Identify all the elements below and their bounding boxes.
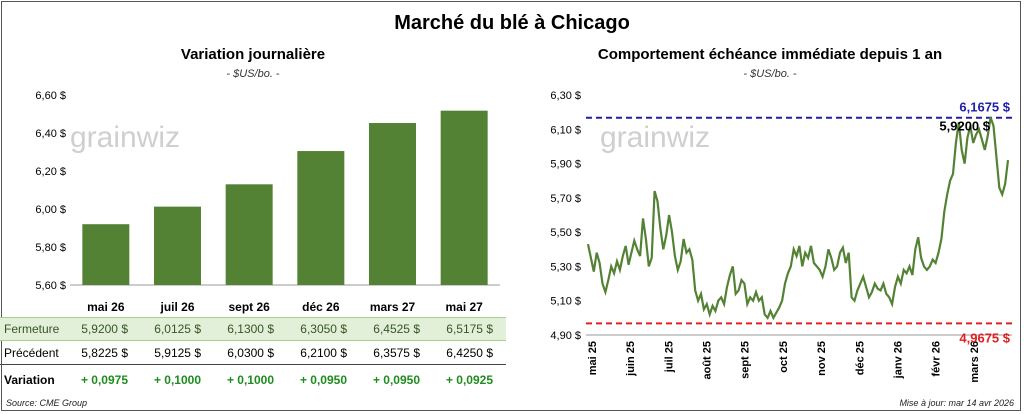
right-panel-subtitle: - $US/bo. - (743, 68, 797, 80)
table-cell: 6,1300 $ (227, 322, 274, 336)
y-tick-label: 4,90 $ (550, 330, 581, 342)
x-tick-label: mai 27 (445, 300, 483, 314)
x-tick-label: déc 26 (302, 300, 340, 314)
x-tick-label: mai 26 (87, 300, 125, 314)
x-tick-label: janv 26 (893, 341, 905, 379)
x-tick-label: sept 26 (228, 300, 270, 314)
table-cell: + 0,0950 (299, 373, 347, 387)
high-label: 6,1675 $ (959, 100, 1010, 115)
left-watermark: grainwiz (70, 121, 180, 154)
bar (225, 184, 273, 285)
x-tick-label: mars 27 (370, 300, 416, 314)
y-tick-label: 5,30 $ (550, 261, 581, 273)
main-title: Marché du blé à Chicago (394, 12, 630, 34)
x-tick-label: mars 26 (969, 341, 981, 383)
table-cell: 6,4250 $ (446, 346, 493, 360)
bar (369, 123, 416, 286)
table-cell: + 0,0975 (80, 373, 128, 387)
table-cell: 6,5175 $ (446, 322, 493, 336)
bar (82, 224, 130, 285)
right-panel-title: Comportement échéance immédiate depuis 1… (597, 46, 943, 63)
low-label: 4,9675 $ (959, 330, 1010, 345)
table-cell: 6,4525 $ (373, 322, 420, 336)
line-chart: grainwiz 4,90 $ 5,10 $ 5,30 $ 5,50 $ 5,70 $ 5… (550, 90, 1012, 383)
y-tick-label: 5,60 $ (35, 280, 66, 292)
price-series-line (586, 116, 1010, 321)
table-cell: 5,9125 $ (154, 346, 201, 360)
x-tick-label: sept 25 (740, 341, 752, 379)
table-cell: 6,0300 $ (227, 346, 274, 360)
table-cell: + 0,1000 (226, 373, 274, 387)
table-row-variation: Variation + 0,0975 + 0,1000 + 0,1000 + 0… (0, 369, 506, 391)
x-tick-label: mai 25 (587, 341, 599, 375)
update-note: Mise à jour: mar 14 avr 2026 (899, 398, 1014, 408)
bar (297, 151, 345, 285)
row-label: Variation (4, 373, 55, 387)
table-cell: 6,3575 $ (373, 346, 420, 360)
table-cell: 6,3050 $ (300, 322, 347, 336)
y-tick-label: 6,20 $ (35, 166, 66, 178)
table-row-precedent: Précédent 5,8225 $ 5,9125 $ 6,0300 $ 6,2… (0, 342, 506, 365)
y-tick-label: 5,90 $ (550, 159, 581, 171)
x-tick-label: déc 25 (854, 341, 866, 375)
x-tick-label: nov 25 (816, 341, 828, 376)
row-label: Précédent (4, 346, 59, 360)
x-tick-label: oct 25 (778, 341, 790, 373)
left-panel-title: Variation journalière (180, 46, 326, 63)
table-cell: 5,8225 $ (81, 346, 128, 360)
y-tick-label: 6,30 $ (550, 90, 581, 102)
y-tick-label: 6,10 $ (550, 124, 581, 136)
bar (154, 206, 201, 285)
bar (440, 110, 488, 285)
y-tick-label: 5,10 $ (550, 296, 581, 308)
y-tick-label: 5,70 $ (550, 193, 581, 205)
table-cell: 5,9200 $ (81, 322, 128, 336)
row-label: Fermeture (4, 322, 60, 336)
x-tick-label: févr 26 (931, 341, 943, 376)
x-tick-label: juin 25 (625, 341, 637, 377)
y-tick-label: 6,40 $ (35, 128, 66, 140)
x-tick-label: juil 25 (663, 341, 675, 373)
table-row-fermeture: Fermeture 5,9200 $ 6,0125 $ 6,1300 $ 6,3… (0, 317, 506, 341)
y-tick-label: 5,80 $ (35, 242, 66, 254)
table-cell: + 0,0925 (445, 373, 493, 387)
x-tick-label: juil 26 (159, 300, 194, 314)
y-tick-label: 6,00 $ (35, 204, 66, 216)
y-tick-label: 5,50 $ (550, 227, 581, 239)
source-note: Source: CME Group (6, 398, 88, 408)
bar-chart: grainwiz 5,60 $ 5,80 $ 6,00 $ 6,20 $ 6,40 $ 6… (35, 90, 500, 314)
x-tick-label: août 25 (702, 341, 714, 380)
table-cell: 6,0125 $ (154, 322, 201, 336)
table-cell: + 0,1000 (153, 373, 201, 387)
left-panel-subtitle: - $US/bo. - (226, 68, 280, 80)
table-cell: 6,2100 $ (300, 346, 347, 360)
table-cell: + 0,0950 (372, 373, 420, 387)
last-price-label: 5,9200 $ (939, 119, 990, 134)
right-watermark: grainwiz (600, 121, 710, 154)
y-tick-label: 6,60 $ (35, 90, 66, 102)
